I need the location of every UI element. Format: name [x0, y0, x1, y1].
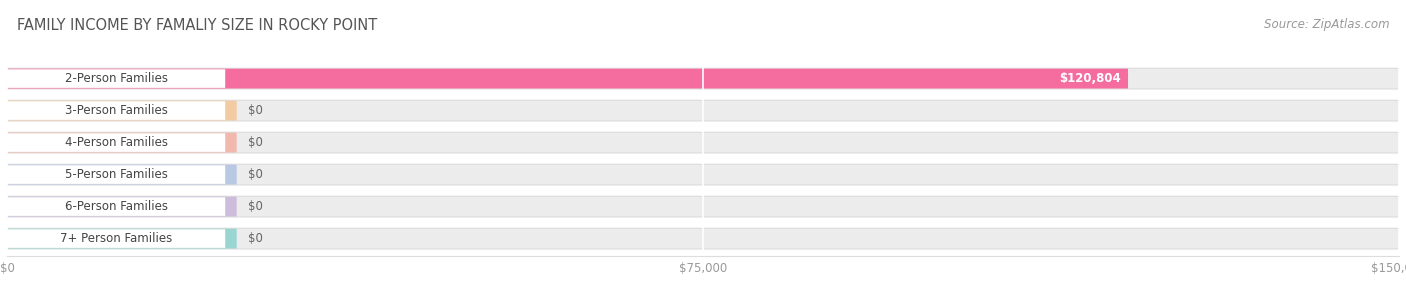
FancyBboxPatch shape: [7, 69, 1128, 88]
FancyBboxPatch shape: [7, 165, 225, 184]
Text: $0: $0: [247, 232, 263, 245]
Text: 6-Person Families: 6-Person Families: [65, 200, 167, 213]
FancyBboxPatch shape: [7, 165, 1399, 185]
FancyBboxPatch shape: [7, 101, 1399, 120]
Text: $0: $0: [247, 136, 263, 149]
FancyBboxPatch shape: [7, 197, 225, 216]
FancyBboxPatch shape: [7, 100, 1399, 121]
Text: $0: $0: [247, 200, 263, 213]
FancyBboxPatch shape: [7, 133, 236, 152]
Text: 4-Person Families: 4-Person Families: [65, 136, 167, 149]
FancyBboxPatch shape: [7, 101, 236, 120]
FancyBboxPatch shape: [7, 133, 1399, 152]
FancyBboxPatch shape: [7, 164, 1399, 185]
Text: 3-Person Families: 3-Person Families: [65, 104, 167, 117]
Text: 7+ Person Families: 7+ Person Families: [60, 232, 173, 245]
Text: Source: ZipAtlas.com: Source: ZipAtlas.com: [1264, 18, 1389, 31]
FancyBboxPatch shape: [7, 69, 1399, 88]
FancyBboxPatch shape: [7, 101, 225, 120]
Text: $120,804: $120,804: [1059, 72, 1121, 85]
Text: FAMILY INCOME BY FAMALIY SIZE IN ROCKY POINT: FAMILY INCOME BY FAMALIY SIZE IN ROCKY P…: [17, 18, 377, 33]
FancyBboxPatch shape: [7, 229, 1399, 249]
Text: $0: $0: [247, 104, 263, 117]
FancyBboxPatch shape: [7, 69, 225, 88]
FancyBboxPatch shape: [7, 197, 236, 217]
FancyBboxPatch shape: [7, 228, 1399, 249]
FancyBboxPatch shape: [7, 197, 1399, 217]
FancyBboxPatch shape: [7, 68, 1399, 89]
FancyBboxPatch shape: [7, 196, 1399, 217]
FancyBboxPatch shape: [7, 229, 225, 248]
FancyBboxPatch shape: [7, 132, 1399, 153]
Text: $0: $0: [247, 168, 263, 181]
FancyBboxPatch shape: [7, 165, 236, 185]
FancyBboxPatch shape: [7, 229, 236, 249]
FancyBboxPatch shape: [7, 133, 225, 152]
Text: 2-Person Families: 2-Person Families: [65, 72, 167, 85]
Text: 5-Person Families: 5-Person Families: [65, 168, 167, 181]
